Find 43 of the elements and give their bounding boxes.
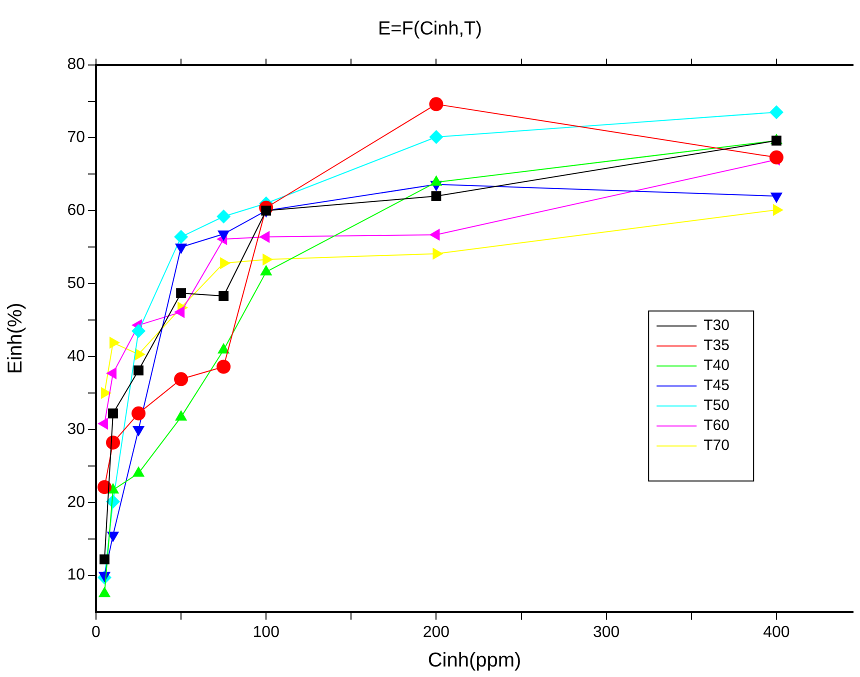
x-tick-label: 200 <box>422 624 450 641</box>
point <box>106 532 120 542</box>
legend-label: T70 <box>704 437 730 454</box>
legend-label: T40 <box>704 357 730 374</box>
point <box>218 291 229 301</box>
point <box>216 360 231 374</box>
point <box>174 372 188 386</box>
y-tick-label: 60 <box>67 202 86 220</box>
y-tick-label: 80 <box>67 56 86 74</box>
point <box>769 105 784 120</box>
point <box>132 324 146 338</box>
y-tick-label: 50 <box>67 275 86 292</box>
y-tick-label: 70 <box>67 129 86 146</box>
legend-label: T60 <box>704 417 730 434</box>
legend-label: T35 <box>704 337 730 354</box>
point <box>134 365 144 376</box>
point <box>106 436 120 450</box>
point <box>429 130 444 144</box>
x-tick-label: 0 <box>92 624 101 641</box>
point <box>132 406 146 420</box>
point <box>108 408 118 418</box>
point <box>98 480 112 494</box>
point <box>132 426 145 436</box>
legend-label: T50 <box>704 397 730 414</box>
y-tick-label: 10 <box>67 566 86 584</box>
x-tick-label: 400 <box>763 624 790 641</box>
y-tick-label: 20 <box>67 494 86 511</box>
x-axis-title: Cinh(ppm) <box>428 650 522 672</box>
x-tick-label: 300 <box>592 624 620 641</box>
point <box>216 210 231 224</box>
y-tick-label: 30 <box>67 420 86 438</box>
point <box>176 288 186 298</box>
y-axis-title: Einh(%) <box>4 302 27 374</box>
point <box>769 150 784 164</box>
point <box>431 191 442 202</box>
legend-label: T45 <box>704 377 730 394</box>
chart-title: E=F(Cinh,T) <box>378 18 482 40</box>
y-tick-label: 40 <box>67 348 86 365</box>
point <box>429 97 444 112</box>
point <box>174 230 188 244</box>
legend-label: T30 <box>704 317 730 334</box>
x-tick-label: 100 <box>252 624 280 641</box>
point <box>100 554 110 564</box>
